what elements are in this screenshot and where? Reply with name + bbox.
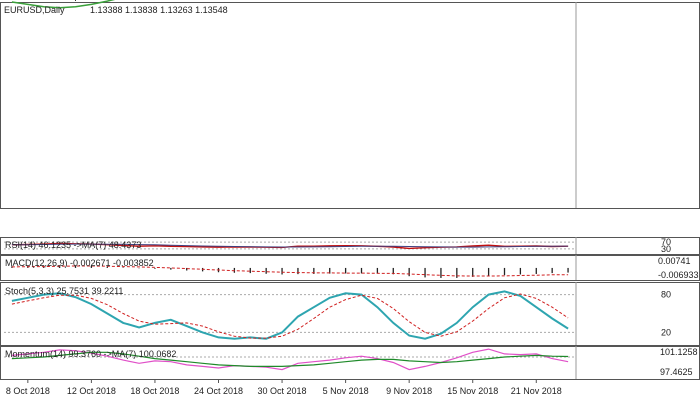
momentum-tick-label: 101.1258 bbox=[660, 347, 698, 357]
momentum-ma-line bbox=[11, 351, 569, 367]
chart-title: EURUSD,Daily bbox=[4, 5, 65, 15]
rsi-tick-label: 30 bbox=[661, 244, 671, 254]
macd-tick-label: -0.006933 bbox=[658, 270, 699, 280]
x-tick-label: 18 Oct 2018 bbox=[130, 386, 179, 396]
x-tick-label: 24 Oct 2018 bbox=[194, 386, 243, 396]
x-tick-label: 15 Nov 2018 bbox=[447, 386, 498, 396]
rsi-tick-label: 70 bbox=[661, 237, 671, 247]
stoch-tick-label: 20 bbox=[661, 327, 671, 337]
ohlc-readout: 1.13388 1.13838 1.13263 1.13548 bbox=[90, 5, 228, 15]
x-tick-label: 12 Oct 2018 bbox=[67, 386, 116, 396]
x-tick-label: 5 Nov 2018 bbox=[323, 386, 369, 396]
moving-average-line bbox=[11, 0, 116, 9]
macd-pane[interactable]: 0.00741 -0.006933 bbox=[0, 255, 700, 281]
macd-tick-label: 0.00741 bbox=[658, 256, 691, 266]
x-tick-label: 21 Nov 2018 bbox=[511, 386, 562, 396]
x-tick-label: 8 Oct 2018 bbox=[6, 386, 50, 396]
stoch-label: Stoch(5,3,3) 25.7531 39.2211 bbox=[5, 286, 123, 296]
x-tick-label: 30 Oct 2018 bbox=[258, 386, 307, 396]
rsi-label: RSI(14) 46.1235 ->MA(7) 48.4373 bbox=[5, 240, 141, 250]
momentum-tick-label: 97.4625 bbox=[660, 367, 693, 377]
stoch-d-line bbox=[11, 293, 569, 339]
macd-signal-line bbox=[11, 265, 569, 277]
stoch-k-line bbox=[11, 290, 569, 340]
x-tick-label: 9 Nov 2018 bbox=[386, 386, 432, 396]
stoch-tick-label: 80 bbox=[661, 290, 671, 300]
momentum-label: Momentum(14) 99.3760 ->MA(7) 100.0682 bbox=[5, 349, 176, 359]
stochastic-pane[interactable]: 80 20 bbox=[0, 282, 700, 346]
macd-label: MACD(12,26,9) -0.002671 -0.003852 bbox=[5, 258, 154, 268]
x-axis: 8 Oct 2018 12 Oct 2018 18 Oct 2018 24 Oct 2… bbox=[6, 379, 562, 396]
rsi-ma-line bbox=[11, 243, 569, 248]
